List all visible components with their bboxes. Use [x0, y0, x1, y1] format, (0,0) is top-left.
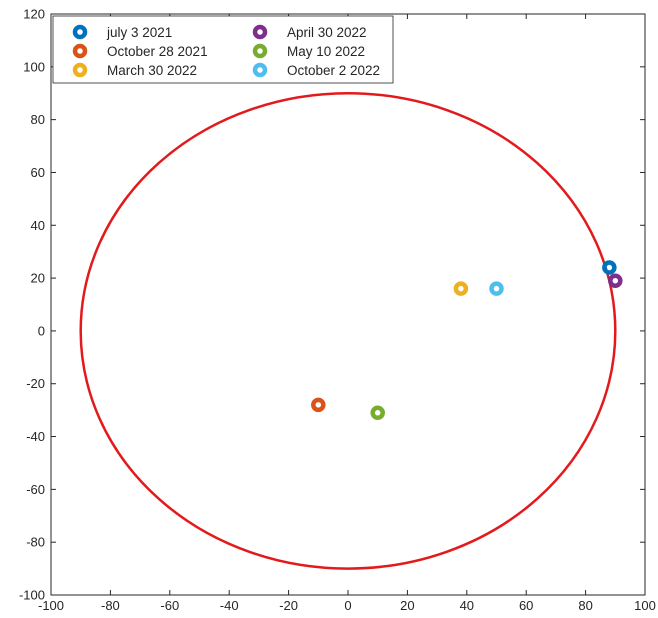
x-tick-label: -100 — [38, 598, 64, 613]
y-tick-label: 120 — [23, 7, 45, 22]
y-tick-label: 40 — [31, 218, 45, 233]
data-point-center — [376, 411, 379, 414]
legend-marker — [72, 43, 88, 59]
x-tick-label: 60 — [519, 598, 533, 613]
data-point — [602, 260, 617, 275]
legend-label: May 10 2022 — [287, 44, 365, 59]
legend-marker — [252, 43, 268, 59]
legend-marker — [72, 24, 88, 40]
data-point-center — [317, 403, 320, 406]
legend-marker-center — [259, 69, 261, 71]
x-tick-label: -20 — [279, 598, 298, 613]
legend-label: july 3 2021 — [106, 25, 172, 40]
legend-marker-center — [79, 69, 81, 71]
y-tick-label: -20 — [26, 376, 45, 391]
points-layer — [311, 260, 623, 421]
legend-marker — [252, 62, 268, 78]
legend-box — [52, 15, 394, 84]
data-point — [608, 273, 623, 288]
legend-marker — [252, 24, 268, 40]
data-point — [370, 405, 385, 421]
y-tick-label: -40 — [26, 429, 45, 444]
x-tick-label: -40 — [220, 598, 239, 613]
y-tick-label: -100 — [19, 588, 45, 603]
y-tick-label: 80 — [31, 112, 45, 127]
legend: july 3 2021 October 28 2021 March 30 2022 A… — [52, 15, 394, 84]
data-point-center — [459, 287, 462, 290]
x-tick-label: 40 — [460, 598, 474, 613]
x-axis: -100 -80 -60 -40 -20 0 20 40 60 80 100 — [38, 14, 656, 613]
x-tick-label: -80 — [101, 598, 120, 613]
x-tick-label: 20 — [400, 598, 414, 613]
data-point — [489, 281, 504, 296]
x-tick-label: -60 — [160, 598, 179, 613]
legend-label: October 28 2021 — [107, 44, 208, 59]
data-point-center — [614, 279, 617, 282]
data-point-center — [608, 266, 611, 269]
data-point — [453, 281, 469, 296]
data-point — [311, 397, 326, 413]
circle-layer — [79, 91, 617, 570]
legend-label: March 30 2022 — [107, 63, 197, 78]
x-tick-label: 0 — [344, 598, 351, 613]
reference-circle — [79, 91, 617, 570]
legend-marker-center — [259, 31, 261, 33]
y-tick-label: 20 — [31, 271, 45, 286]
legend-marker-center — [79, 50, 81, 52]
legend-label: October 2 2022 — [287, 63, 380, 78]
legend-marker — [72, 62, 88, 78]
data-point-center — [495, 287, 498, 290]
x-tick-label: 100 — [634, 598, 656, 613]
y-tick-label: -80 — [26, 535, 45, 550]
legend-marker-center — [79, 31, 81, 33]
y-tick-label: 60 — [31, 165, 45, 180]
legend-label: April 30 2022 — [287, 25, 367, 40]
y-axis: -100 -80 -60 -40 -20 0 20 40 60 80 100 120 — [19, 7, 645, 603]
y-tick-label: 0 — [38, 323, 45, 338]
y-tick-label: 100 — [23, 59, 45, 74]
x-tick-label: 80 — [578, 598, 592, 613]
y-tick-label: -60 — [26, 482, 45, 497]
plot-background — [51, 14, 645, 595]
legend-marker-center — [259, 50, 261, 52]
